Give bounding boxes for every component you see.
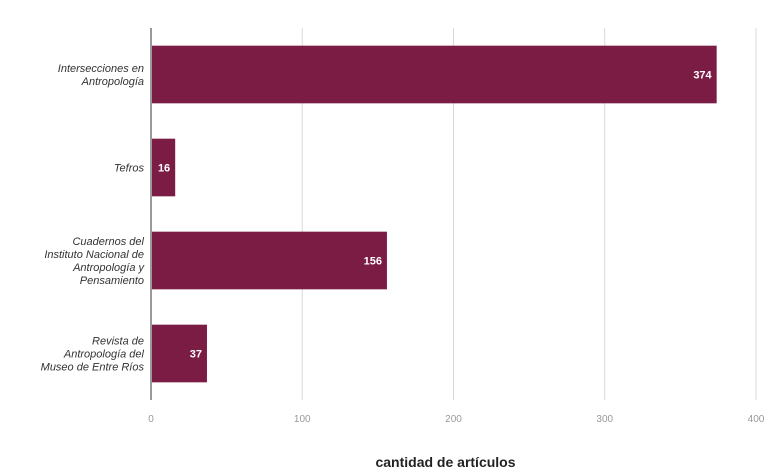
bar bbox=[152, 324, 207, 383]
category-label: Tefros bbox=[114, 163, 145, 175]
data-label: 156 bbox=[364, 256, 382, 268]
x-tick-label: 0 bbox=[148, 414, 154, 425]
data-label: 16 bbox=[158, 163, 170, 175]
bars: 374 16 156 37 bbox=[152, 45, 717, 383]
category-label: Revista de Antropología del Museo de Entre… bbox=[41, 336, 145, 374]
category-labels: Intersecciones en Antropología Tefros Cuade… bbox=[41, 63, 146, 374]
bar bbox=[152, 45, 717, 104]
bar bbox=[152, 138, 176, 197]
bar bbox=[152, 231, 387, 290]
x-tick-label: 200 bbox=[445, 414, 462, 425]
category-label: Intersecciones en Antropología bbox=[58, 63, 144, 88]
data-label: 374 bbox=[693, 70, 712, 82]
category-label: Cuadernos del Instituto Nacional de Antrop… bbox=[44, 236, 145, 287]
x-axis-title: cantidad de artículos bbox=[375, 454, 515, 470]
x-tick-label: 300 bbox=[596, 414, 613, 425]
x-tick-label: 100 bbox=[294, 414, 311, 425]
data-label: 37 bbox=[190, 349, 202, 361]
x-tick-label: 400 bbox=[748, 414, 765, 425]
x-tick-labels: 0 100 200 300 400 bbox=[148, 414, 765, 425]
